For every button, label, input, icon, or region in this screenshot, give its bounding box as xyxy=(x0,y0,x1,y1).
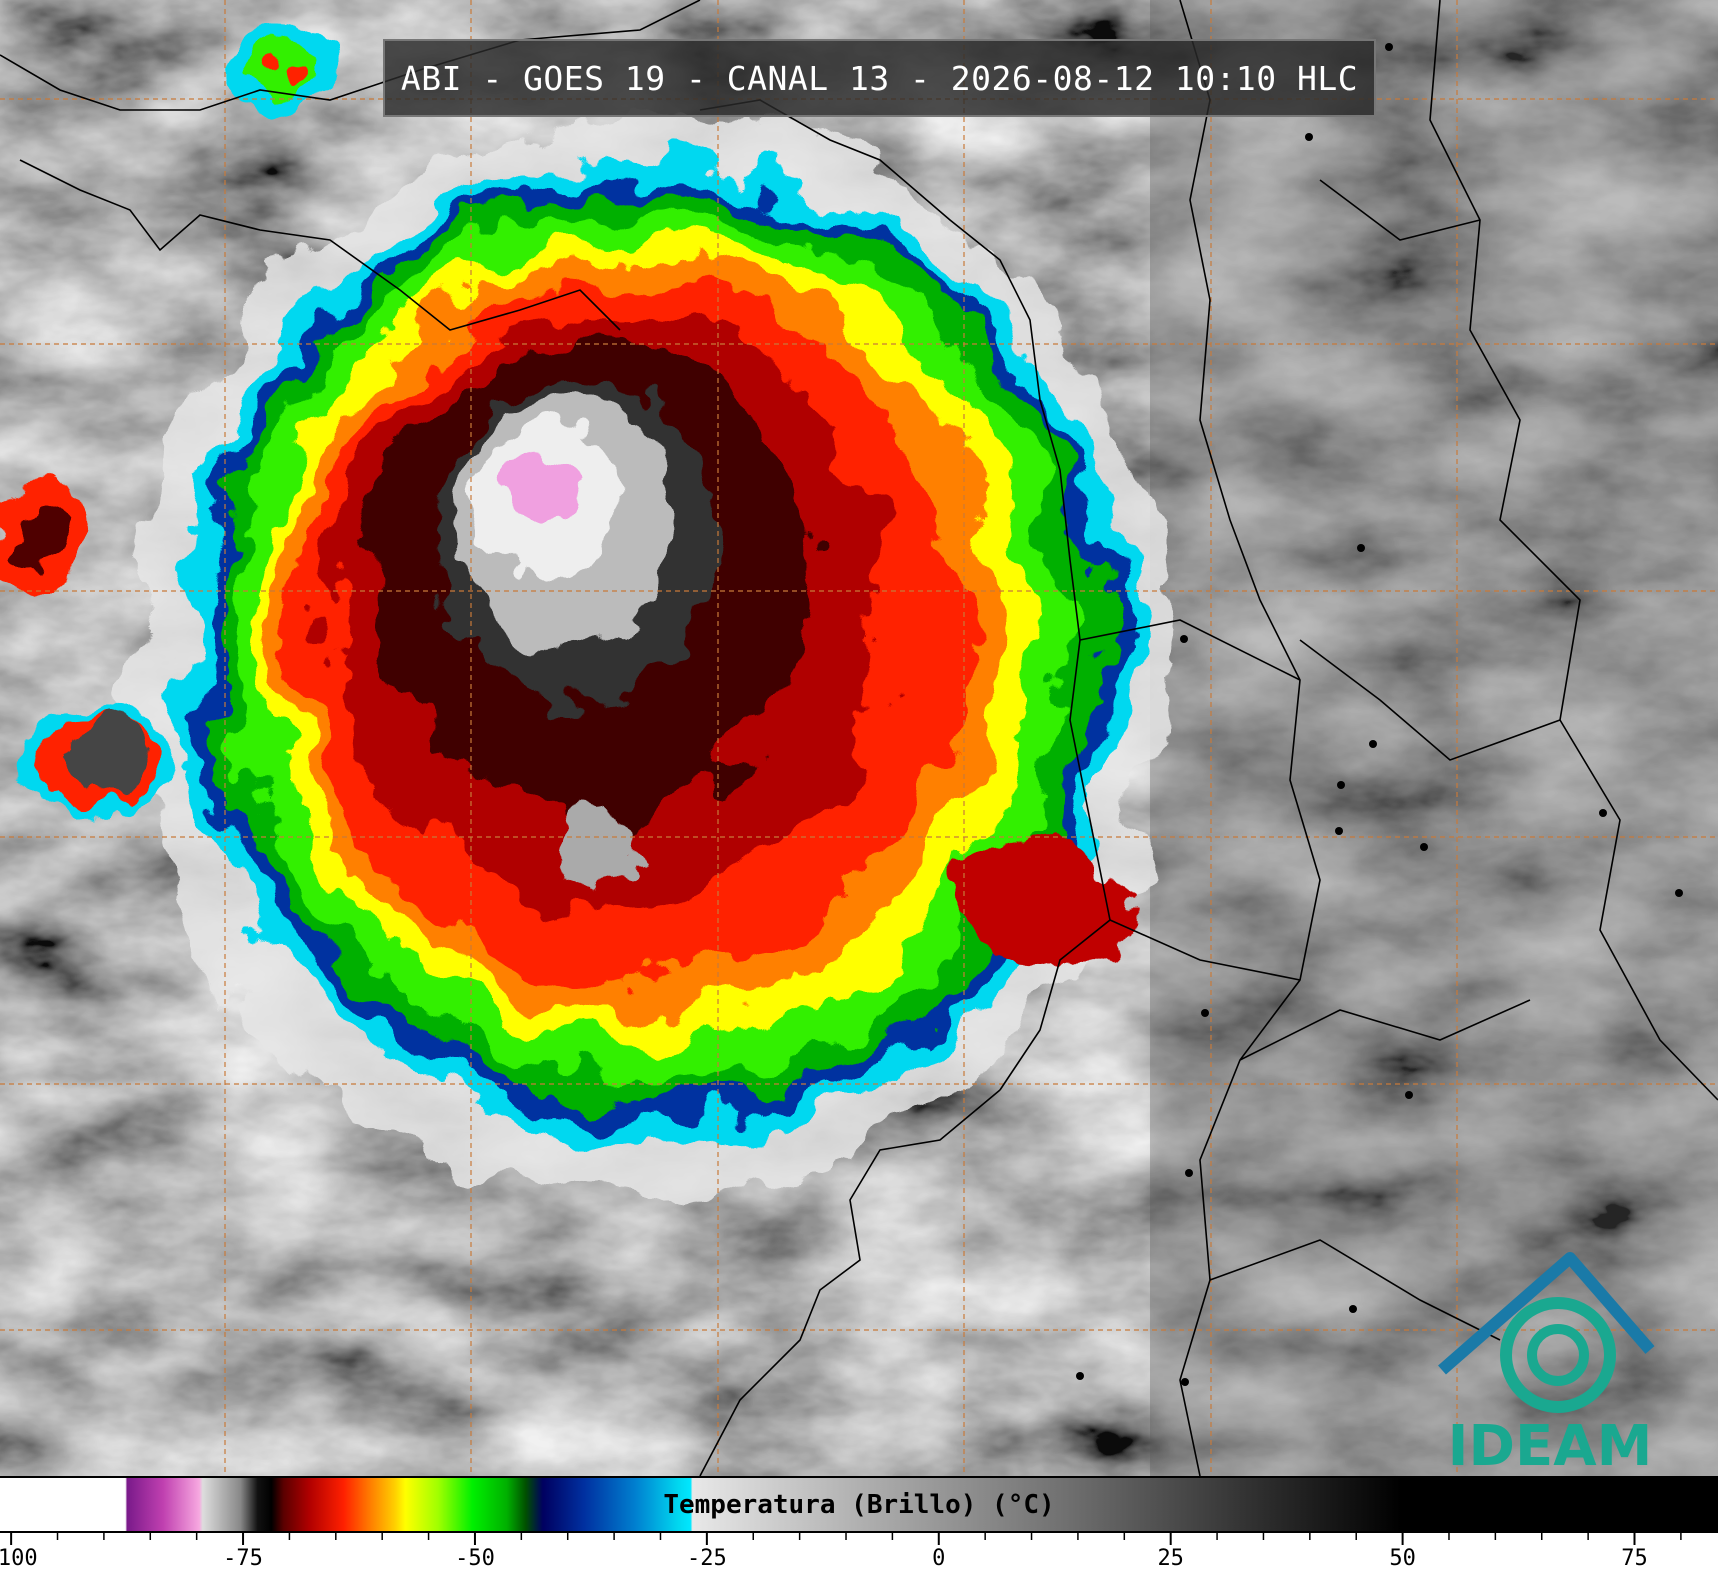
tick-label: -75 xyxy=(223,1546,263,1571)
storm-core xyxy=(0,20,715,890)
title: ABI - GOES 19 - CANAL 13 - 2026-08-12 10… xyxy=(383,39,1376,117)
colorbar xyxy=(0,1476,1718,1533)
tick-label: 25 xyxy=(1157,1546,1184,1571)
tick-label: 75 xyxy=(1621,1546,1648,1571)
tick-label: 0 xyxy=(932,1546,945,1571)
land-shade xyxy=(1150,0,1718,1476)
colorbar-label: Temperatura (Brillo) (°C) xyxy=(663,1490,1055,1520)
logo: IDEAM xyxy=(1438,1252,1655,1479)
cities xyxy=(1076,43,1683,1386)
tick-label: 50 xyxy=(1389,1546,1416,1571)
tick-label: -100 xyxy=(0,1546,38,1571)
satellite-image xyxy=(0,0,1718,1476)
logo-text: IDEAM xyxy=(1448,1414,1653,1479)
borders xyxy=(0,0,1718,1476)
tick-label: -25 xyxy=(687,1546,727,1571)
tick-label: -50 xyxy=(455,1546,495,1571)
colorbar-ticks: -100 -75 -50 -25 0 25 50 75 xyxy=(0,1533,1682,1571)
